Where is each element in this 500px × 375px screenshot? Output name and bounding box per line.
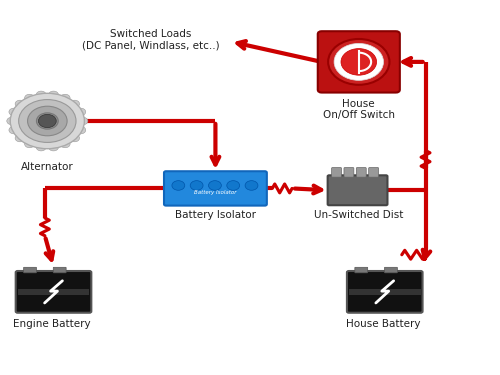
- Text: Engine Battery: Engine Battery: [14, 319, 91, 328]
- Circle shape: [190, 181, 203, 190]
- Circle shape: [18, 100, 76, 142]
- Circle shape: [36, 144, 46, 151]
- Circle shape: [24, 94, 34, 102]
- FancyBboxPatch shape: [328, 175, 388, 205]
- Text: Alternator: Alternator: [21, 162, 74, 172]
- Bar: [18, 289, 90, 295]
- Circle shape: [245, 181, 258, 190]
- Circle shape: [208, 181, 222, 190]
- FancyBboxPatch shape: [355, 267, 368, 273]
- FancyBboxPatch shape: [344, 168, 354, 177]
- Circle shape: [10, 93, 85, 149]
- Circle shape: [334, 44, 384, 80]
- FancyBboxPatch shape: [318, 31, 400, 93]
- Circle shape: [328, 39, 390, 85]
- Circle shape: [9, 108, 19, 115]
- FancyBboxPatch shape: [54, 267, 66, 273]
- FancyBboxPatch shape: [24, 267, 36, 273]
- FancyBboxPatch shape: [368, 168, 378, 177]
- Text: Switched Loads
(DC Panel, Windlass, etc..): Switched Loads (DC Panel, Windlass, etc.…: [82, 28, 220, 50]
- Circle shape: [60, 94, 70, 102]
- Circle shape: [60, 140, 70, 148]
- Text: Battery Isolator: Battery Isolator: [194, 190, 236, 195]
- Circle shape: [24, 140, 34, 148]
- Circle shape: [70, 134, 80, 142]
- Text: House
On/Off Switch: House On/Off Switch: [323, 99, 395, 120]
- FancyBboxPatch shape: [356, 168, 366, 177]
- Circle shape: [227, 181, 239, 190]
- Circle shape: [76, 108, 86, 115]
- Circle shape: [15, 134, 25, 142]
- Circle shape: [172, 181, 185, 190]
- Circle shape: [36, 113, 58, 129]
- Text: Battery Isolator: Battery Isolator: [175, 210, 256, 220]
- Circle shape: [48, 91, 58, 99]
- Text: House Battery: House Battery: [346, 319, 421, 328]
- FancyBboxPatch shape: [347, 271, 422, 313]
- Circle shape: [78, 117, 88, 125]
- FancyBboxPatch shape: [16, 271, 92, 313]
- Circle shape: [38, 114, 56, 128]
- FancyBboxPatch shape: [164, 171, 267, 206]
- Circle shape: [9, 126, 19, 134]
- Circle shape: [36, 91, 46, 99]
- FancyBboxPatch shape: [332, 168, 342, 177]
- Circle shape: [341, 49, 376, 75]
- Circle shape: [28, 106, 67, 136]
- Circle shape: [7, 117, 16, 125]
- Circle shape: [76, 126, 86, 134]
- Circle shape: [48, 144, 58, 151]
- Bar: [349, 289, 420, 295]
- Text: Un-Switched Dist: Un-Switched Dist: [314, 210, 404, 220]
- Circle shape: [15, 100, 25, 108]
- Circle shape: [70, 100, 80, 108]
- FancyBboxPatch shape: [384, 267, 398, 273]
